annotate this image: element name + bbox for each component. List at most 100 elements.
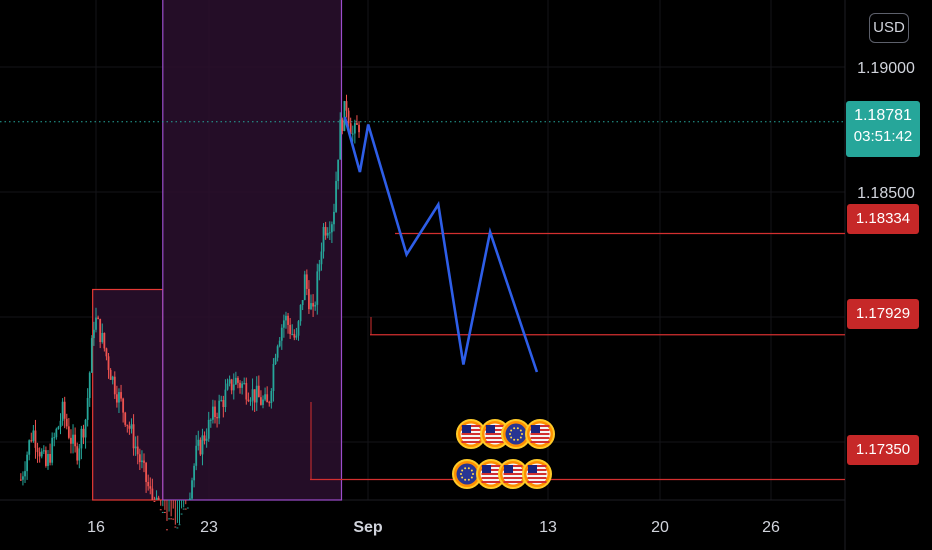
candle-150 [333, 203, 335, 232]
candle-155 [343, 100, 346, 132]
candle-body [174, 526, 177, 528]
us-flag-icon[interactable] [476, 459, 506, 489]
candle-41 [105, 347, 108, 361]
candle-128 [287, 312, 289, 334]
bar-countdown: 03:51:42 [853, 128, 913, 145]
eu-star [521, 433, 523, 435]
candle-body [138, 454, 141, 463]
candle-body [40, 451, 43, 457]
candle-body [45, 450, 47, 466]
eu-flag-icon[interactable] [501, 419, 531, 449]
candle-108 [245, 377, 248, 405]
candle-59 [143, 453, 145, 473]
candle-22 [65, 413, 68, 430]
us-flag-icon[interactable] [522, 459, 552, 489]
candle-body [216, 417, 218, 419]
candle-body [201, 435, 204, 455]
candle-body [257, 385, 260, 398]
candle-body [24, 471, 26, 477]
candle-body [287, 315, 289, 325]
candle-body [172, 518, 175, 520]
candle-67 [159, 500, 162, 511]
candle-body [255, 385, 258, 403]
eu-flag-icon[interactable] [452, 459, 482, 489]
candle-body [303, 274, 306, 300]
candle-149 [330, 221, 333, 244]
candle-body [159, 509, 162, 511]
candle-95 [218, 394, 221, 425]
currency-selector[interactable]: USD [869, 13, 909, 43]
candle-body [59, 420, 62, 427]
candle-body [343, 101, 346, 131]
candle-143 [318, 259, 321, 281]
us-flag-icon[interactable] [480, 419, 510, 449]
us-flag-icon[interactable] [525, 419, 555, 449]
candle-body [34, 430, 37, 448]
candle-body [120, 392, 122, 399]
candle-153 [339, 112, 342, 160]
candle-body [264, 394, 266, 400]
us-canton [504, 465, 513, 473]
candle-body [207, 419, 210, 439]
candle-102 [232, 373, 235, 400]
candle-130 [291, 324, 294, 336]
candle-122 [274, 353, 277, 365]
candle-body [322, 226, 325, 252]
candle-71 [168, 500, 170, 520]
candle-127 [285, 311, 287, 329]
eu-star [513, 427, 516, 430]
candle-46 [115, 385, 118, 408]
candle-28 [78, 443, 81, 469]
x-tick-label: 16 [87, 519, 105, 536]
candle-body [65, 418, 68, 427]
candle-72 [170, 500, 173, 520]
candle-body [274, 357, 277, 365]
candle-body [341, 119, 344, 131]
candle-29 [80, 425, 83, 460]
candle-body [243, 383, 246, 385]
candle-17 [55, 427, 58, 440]
candle-body [339, 119, 342, 160]
candle-19 [59, 413, 62, 435]
eu-star [519, 429, 522, 432]
candle-76 [178, 500, 181, 526]
candle-80 [186, 499, 189, 509]
economic-event-flags[interactable] [452, 419, 555, 489]
eu-star [470, 476, 473, 479]
candle-132 [295, 327, 298, 340]
us-stripe [503, 473, 523, 475]
eu-star [472, 473, 474, 475]
candle-body [145, 462, 147, 482]
candle-body [262, 399, 264, 405]
eu-star [519, 436, 522, 439]
candle-87 [201, 428, 204, 466]
candle-82 [191, 477, 193, 500]
candle-91 [209, 418, 212, 428]
candle-body [67, 426, 70, 438]
candle-body [74, 434, 77, 447]
candle-151 [335, 171, 337, 213]
candle-body [318, 264, 321, 272]
candle-body [19, 479, 22, 481]
candle-2 [24, 461, 26, 483]
candle-73 [172, 500, 175, 520]
zone-boxes [92, 0, 343, 501]
candle-body [143, 460, 145, 463]
candle-154 [341, 117, 344, 135]
candle-body [293, 333, 296, 338]
us-flag-icon[interactable] [456, 419, 486, 449]
candle-body [57, 426, 60, 430]
us-canton [486, 425, 495, 433]
candle-99 [226, 378, 229, 391]
candle-1 [22, 471, 24, 486]
eu-field [505, 423, 527, 445]
candle-107 [243, 377, 246, 385]
us-stripe [503, 477, 523, 479]
candle-body [149, 486, 152, 489]
us-stripe [485, 437, 505, 439]
candle-body [297, 321, 300, 336]
candle-body [335, 181, 337, 212]
candle-body [163, 511, 166, 513]
candle-body [278, 340, 281, 347]
